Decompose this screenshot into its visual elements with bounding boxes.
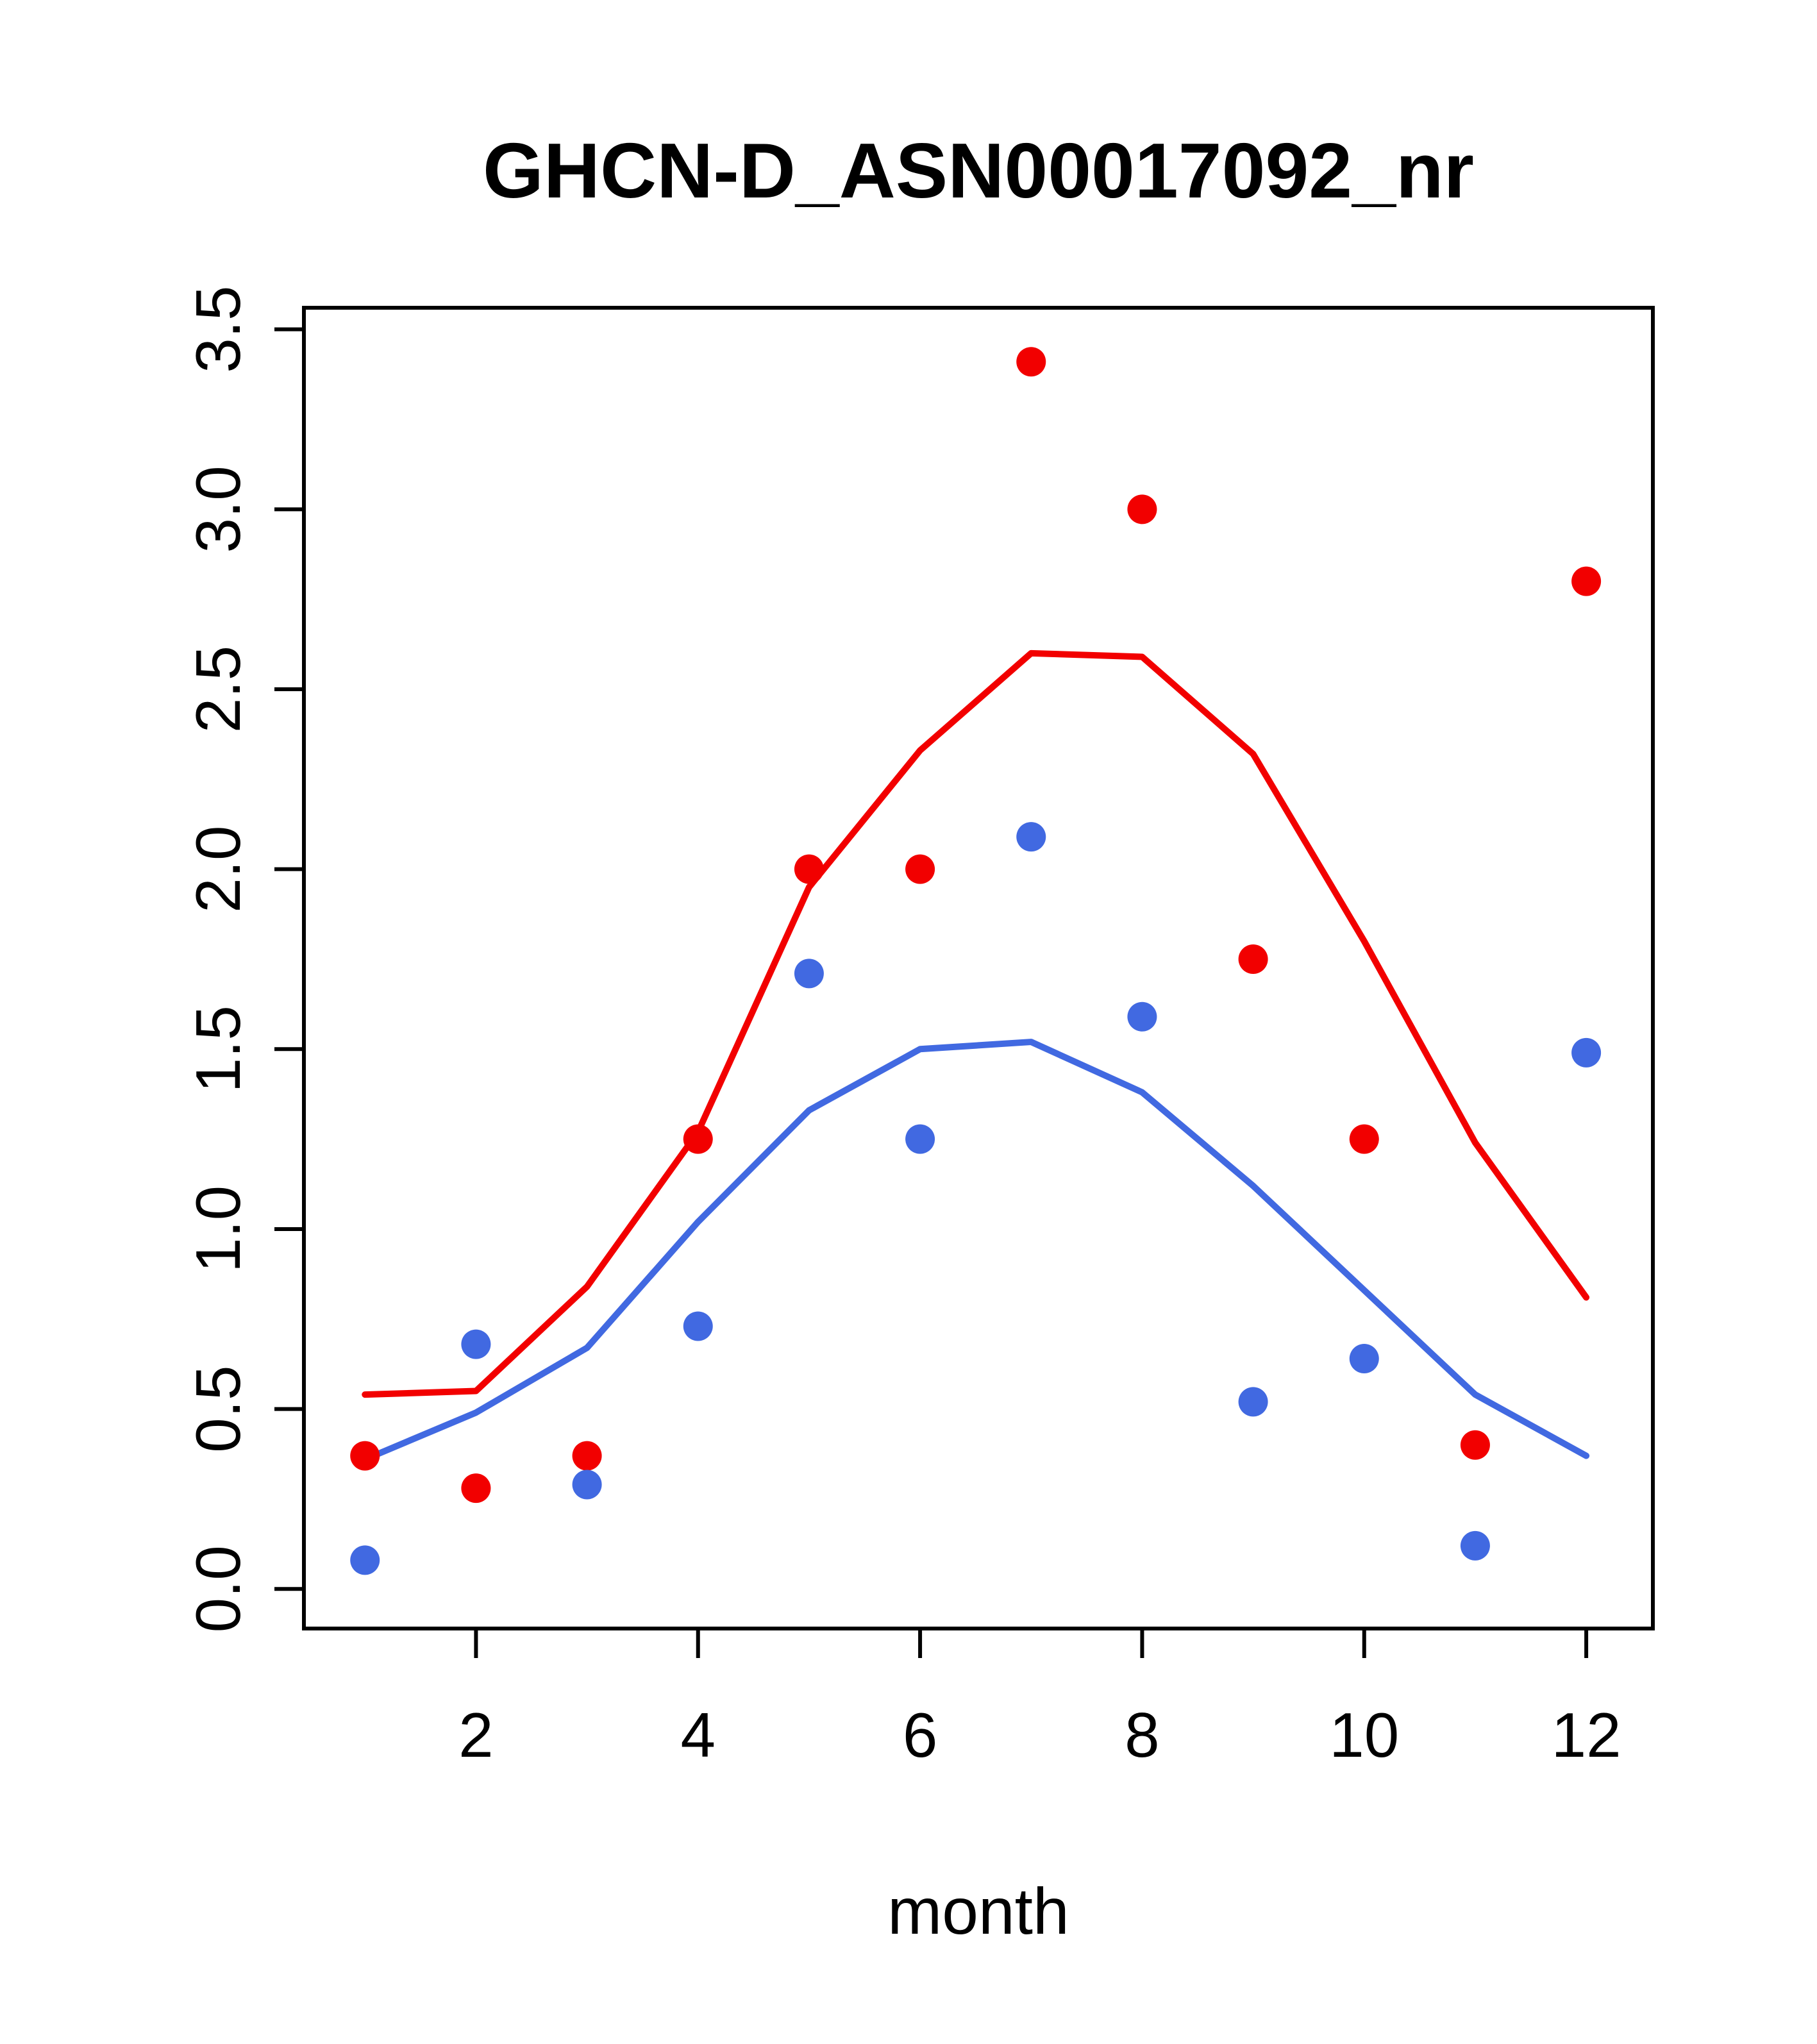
red-points-dot bbox=[905, 854, 935, 884]
blue-line bbox=[362, 1039, 1590, 1463]
red-points-dot bbox=[1460, 1430, 1490, 1460]
x-tick-label: 6 bbox=[903, 1700, 938, 1770]
blue-points-dot bbox=[1016, 822, 1046, 852]
y-tick-label: 3.0 bbox=[183, 465, 253, 553]
red-points-dot bbox=[1571, 566, 1602, 596]
blue-points-dot bbox=[1238, 1387, 1268, 1417]
red-points-dot bbox=[461, 1473, 491, 1504]
red-points-dot bbox=[1016, 347, 1046, 377]
y-tick-label: 1.0 bbox=[183, 1185, 253, 1273]
x-tick-label: 2 bbox=[458, 1700, 494, 1770]
blue-points-dot bbox=[1349, 1344, 1379, 1374]
blue-points-dot bbox=[683, 1311, 713, 1341]
plot-border bbox=[302, 306, 1655, 1630]
blue-points-dot bbox=[461, 1329, 491, 1359]
y-tick-label: 2.0 bbox=[183, 826, 253, 913]
blue-points-dot bbox=[905, 1124, 935, 1154]
x-tick-label: 10 bbox=[1329, 1700, 1399, 1770]
x-tick-label: 4 bbox=[680, 1700, 716, 1770]
x-tick-label: 12 bbox=[1552, 1700, 1621, 1770]
y-tick-label: 0.5 bbox=[183, 1365, 253, 1452]
x-tick-label: 8 bbox=[1125, 1700, 1160, 1770]
blue-points-dot bbox=[794, 959, 824, 989]
red-line bbox=[362, 649, 1590, 1398]
y-tick-label: 3.5 bbox=[183, 286, 253, 373]
blue-points-dot bbox=[350, 1545, 380, 1575]
red-points-dot bbox=[572, 1441, 602, 1471]
red-points-dot bbox=[1349, 1124, 1379, 1154]
y-tick-label: 2.5 bbox=[183, 646, 253, 733]
red-points-dot bbox=[1238, 944, 1268, 974]
blue-points-dot bbox=[1460, 1530, 1490, 1561]
y-tick-label: 0.0 bbox=[183, 1545, 253, 1632]
x-axis-title: month bbox=[887, 1875, 1069, 1948]
y-tick-label: 1.5 bbox=[183, 1005, 253, 1093]
red-points-dot bbox=[683, 1124, 713, 1154]
blue-points-dot bbox=[572, 1470, 602, 1500]
blue-points-dot bbox=[1571, 1037, 1602, 1068]
red-points-dot bbox=[794, 854, 824, 884]
blue-points-dot bbox=[1127, 1001, 1157, 1032]
chart-title: GHCN-D_ASN00017092_nr bbox=[482, 127, 1475, 214]
red-points-dot bbox=[1127, 494, 1157, 524]
red-points-dot bbox=[350, 1441, 380, 1471]
